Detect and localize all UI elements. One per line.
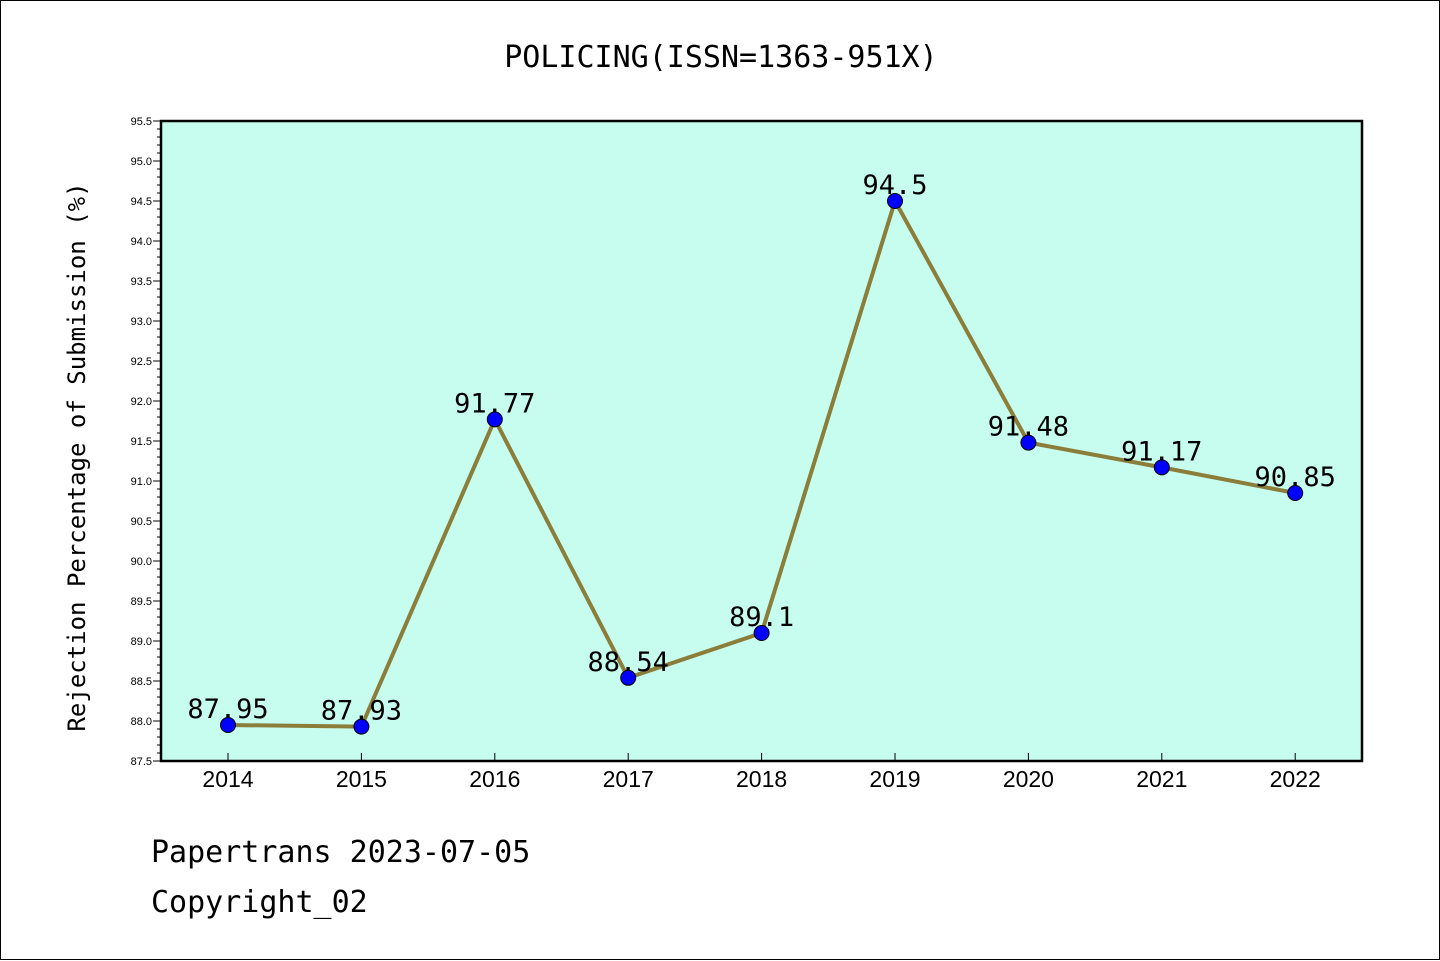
data-label: 91.48 (988, 412, 1069, 443)
x-tick-label: 2015 (336, 766, 387, 792)
y-tick-label: 91.5 (131, 436, 152, 448)
y-tick-label: 93.5 (131, 276, 152, 288)
y-axis-label: Rejection Percentage of Submission (%) (63, 182, 91, 731)
x-tick-label: 2017 (603, 766, 654, 792)
data-point (486, 411, 503, 428)
plot-area (159, 119, 1364, 763)
y-tick-label: 92.5 (131, 356, 152, 368)
y-tick-label: 89.5 (131, 596, 152, 608)
x-tick-label: 2021 (1136, 766, 1187, 792)
data-point (887, 193, 903, 209)
data-label: 94.5 (862, 170, 927, 201)
x-tick-label: 2014 (202, 766, 253, 792)
data-point (620, 669, 637, 686)
data-series: 87.95 87.93 91.77 88.54 89.1 94.5 91.48 91.17 90… (187, 170, 1336, 735)
x-tick-label: 2022 (1270, 766, 1321, 792)
x-tick-label: 2016 (469, 766, 520, 792)
x-tick-label: 2018 (736, 766, 787, 792)
data-point (1020, 434, 1037, 451)
data-label: 91.77 (454, 388, 535, 419)
y-tick-label: 88.5 (131, 676, 152, 688)
x-axis: 2014 2015 2016 2017 2018 2019 2020 2021 2022 (202, 753, 1321, 792)
data-point (353, 718, 370, 735)
data-label: 87.93 (321, 696, 402, 727)
data-point (1153, 459, 1170, 476)
data-label: 87.95 (187, 694, 268, 725)
y-tick-label: 87.5 (131, 756, 152, 768)
chart-title: POLICING(ISSN=1363-951X) (504, 40, 937, 75)
footer-copyright: Copyright_02 (151, 885, 368, 920)
data-point (1287, 485, 1304, 501)
data-label: 90.85 (1255, 462, 1336, 493)
y-tick-label: 93.0 (131, 316, 152, 328)
y-tick-label: 90.5 (131, 516, 152, 528)
y-tick-label: 95.5 (131, 116, 152, 128)
data-label: 89.1 (729, 602, 794, 633)
y-tick-label: 94.0 (131, 236, 152, 248)
data-label: 91.17 (1121, 436, 1202, 467)
y-tick-label: 89.0 (131, 636, 152, 648)
footer-date: Papertrans 2023-07-05 (151, 835, 531, 870)
data-point (753, 625, 770, 641)
x-tick-label: 2020 (1003, 766, 1054, 792)
y-tick-label: 92.0 (131, 396, 152, 408)
y-tick-label: 88.0 (131, 716, 152, 728)
y-tick-label: 90.0 (131, 556, 152, 568)
y-tick-label: 94.5 (131, 196, 152, 208)
data-point (220, 717, 236, 733)
y-tick-label: 91.0 (131, 476, 152, 488)
x-tick-label: 2019 (869, 766, 920, 792)
data-label: 88.54 (588, 647, 669, 678)
y-tick-label: 95.0 (131, 156, 152, 168)
y-axis: 87.5 88.0 88.5 89.0 89.5 90.0 90.5 91.0 91.5 92.0… (131, 116, 161, 768)
